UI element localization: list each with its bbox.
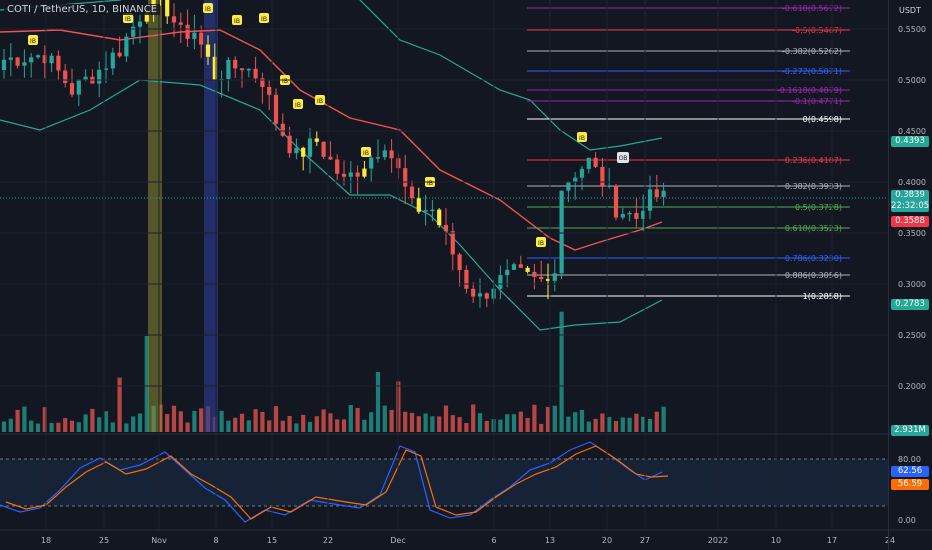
price-tick-label: 0.3500 [898, 229, 926, 238]
fib-level-label: -0.272(0.5071) [782, 67, 842, 76]
fib-level[interactable]: 1(0.2858) [527, 292, 850, 301]
current-price-value: 0.3839 [895, 190, 925, 200]
osc-tick-label: 80.00 [898, 455, 921, 464]
fibonacci-retracement[interactable]: -0.618(0.5672) -0.5(0.5467) -0.382(0.5262)… [527, 4, 850, 301]
fib-level[interactable]: -0.618(0.5672) [527, 4, 850, 13]
ib-marker: IB [28, 35, 38, 45]
price-tick-label: 0.5000 [898, 76, 926, 85]
fib-level[interactable]: -0.1618(0.4879) [527, 86, 850, 95]
ib-marker: IB [577, 132, 587, 142]
ib-marker-label: IB [30, 38, 36, 45]
fib-level[interactable]: 0(0.4598) [527, 115, 850, 124]
fib-level[interactable]: 0.618(0.3523) [527, 224, 850, 233]
time-tick-label: 2022 [708, 536, 728, 545]
fib-level[interactable]: -0.382(0.5262) [527, 47, 850, 56]
time-tick-label: 24 [885, 536, 895, 545]
fib-level[interactable]: 0.5(0.3728) [527, 203, 850, 212]
time-tick-label: 18 [41, 536, 51, 545]
time-tick-label: 17 [827, 536, 837, 545]
time-tick-label: 10 [771, 536, 781, 545]
ib-marker-label: IB [282, 78, 288, 85]
fib-level-label: -0.618(0.5672) [782, 4, 842, 13]
ob-marker-label: OB [619, 155, 628, 162]
price-tick-label: 0.5500 [898, 25, 926, 34]
time-tick-label: Dec [390, 536, 405, 545]
ib-marker-label: IB [363, 150, 369, 157]
fib-level-label: 0.618(0.3523) [785, 224, 842, 233]
fib-level-label: 0.786(0.3230) [785, 254, 842, 263]
fib-level[interactable]: -0.272(0.5071) [527, 67, 850, 76]
fib-level-label: -0.1618(0.4879) [777, 86, 842, 95]
ib-marker: IB [259, 13, 269, 23]
stochastic-oscillator [0, 433, 932, 523]
ib-marker: IB [536, 237, 546, 247]
ob-marker: OB [617, 152, 629, 163]
ib-marker: IB [232, 15, 242, 25]
bollinger-bands [0, 0, 663, 331]
fib-level[interactable]: 0.236(0.4187) [527, 156, 850, 165]
ib-marker-label: IB [317, 98, 323, 105]
fib-level-label: 0(0.4598) [803, 115, 842, 124]
ib-marker: IB [293, 99, 303, 109]
fib-level-label: -0.1(0.4771) [792, 97, 842, 106]
current-price-tag: 0.3839 22:32:05 [891, 190, 929, 212]
ib-marker: IB [203, 3, 213, 13]
time-tick-label: 20 [602, 536, 612, 545]
ib-marker: IB [123, 13, 133, 23]
pattern-markers: IB IB IB IB IB IB IB IB IB IB IB IB OB [28, 3, 629, 247]
ib-marker-label: IB [125, 16, 131, 23]
upper-band-tag: 0.4393 [891, 136, 929, 147]
price-tick-label: 0.2500 [898, 331, 926, 340]
time-tick-label: 27 [640, 536, 650, 545]
time-tick-label: Nov [151, 536, 167, 545]
fib-level[interactable]: 0.786(0.3230) [527, 254, 850, 263]
fib-level-label: 0.236(0.4187) [785, 156, 842, 165]
fib-level-label: 0.382(0.3933) [785, 182, 842, 191]
price-axis-separator [888, 0, 889, 550]
ib-marker-label: IB [579, 135, 585, 142]
time-tick-label: 15 [267, 536, 277, 545]
time-tick-label: 25 [99, 536, 109, 545]
fib-level-label: 1(0.2858) [803, 292, 842, 301]
price-tick-label: 0.3000 [898, 280, 926, 289]
price-tick-label: 0.4000 [898, 178, 926, 187]
volume-tag: 2.931M [891, 425, 929, 436]
fib-level-label: 0.5(0.3728) [795, 203, 842, 212]
fib-level-label: -0.382(0.5262) [782, 47, 842, 56]
ib-marker-label: IB [295, 102, 301, 109]
volume-bars [1, 311, 666, 432]
ib-marker-label: IB [261, 16, 267, 23]
symbol-title[interactable]: COTI / TetherUS, 1D, BINANCE [4, 4, 161, 15]
bar-countdown: 22:32:05 [891, 201, 930, 211]
time-tick-label: 8 [213, 536, 218, 545]
stoch-d-tag: 56.59 [891, 479, 929, 490]
fib-level[interactable]: 0.886(0.3056) [527, 271, 850, 280]
fib-level[interactable]: 0.382(0.3933) [527, 182, 850, 191]
basis-tag: 0.3588 [891, 216, 929, 227]
ib-marker-label: IB [427, 180, 433, 187]
time-tick-label: 6 [491, 536, 496, 545]
stoch-k-tag: 62.56 [891, 466, 929, 477]
ib-marker: IB [361, 147, 371, 157]
time-tick-label: 22 [323, 536, 333, 545]
lower-band-tag: 0.2783 [891, 299, 929, 310]
fib-level-label: -0.5(0.5467) [792, 26, 842, 35]
fib-level[interactable]: -0.5(0.5467) [527, 26, 850, 35]
ib-marker-label: IB [538, 240, 544, 247]
ib-marker-label: IB [205, 6, 211, 13]
time-tick-label: 13 [545, 536, 555, 545]
ib-marker-label: IB [234, 18, 240, 25]
currency-label: USDT [899, 6, 921, 15]
osc-tick-label: 0.00 [898, 516, 916, 525]
price-tick-label: 0.4500 [898, 127, 926, 136]
price-tick-label: 0.2000 [898, 382, 926, 391]
candlesticks [1, 0, 666, 308]
fib-level-label: 0.886(0.3056) [785, 271, 842, 280]
ib-marker: IB [315, 95, 325, 105]
fib-level[interactable]: -0.1(0.4771) [527, 97, 850, 106]
